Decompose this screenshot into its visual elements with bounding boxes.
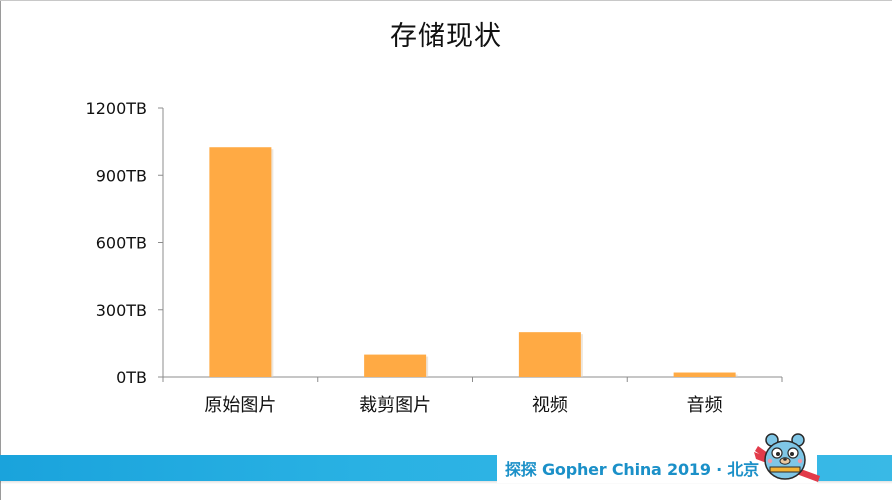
y-tick-label: 900TB [96, 166, 147, 185]
gopher-mascot-icon [754, 433, 820, 482]
bar-3 [518, 332, 581, 377]
x-category-label: 音频 [687, 395, 723, 416]
x-category-label: 原始图片 [204, 395, 276, 416]
x-category-label: 裁剪图片 [359, 395, 431, 416]
bar-1 [209, 147, 272, 377]
slide-title: 存储现状 [390, 21, 502, 52]
bar-2 [364, 354, 427, 377]
bar-4 [673, 372, 736, 377]
footer-text: 探探 Gopher China 2019 · 北京 [505, 460, 759, 479]
y-tick-label: 0TB [116, 368, 147, 387]
slide-border-top [0, 0, 892, 1]
y-tick-label: 1200TB [86, 99, 147, 118]
footer-band-shadow [0, 481, 892, 484]
y-tick-label: 300TB [96, 301, 147, 320]
x-category-label: 视频 [532, 395, 568, 416]
slide-border [0, 0, 1, 500]
y-tick-label: 600TB [96, 234, 147, 253]
